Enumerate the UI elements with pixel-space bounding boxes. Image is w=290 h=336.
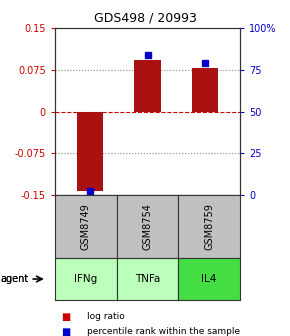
Text: IFNg: IFNg xyxy=(74,274,97,284)
Bar xyxy=(77,112,103,191)
Text: ■: ■ xyxy=(61,327,70,336)
Text: percentile rank within the sample: percentile rank within the sample xyxy=(87,327,240,336)
Bar xyxy=(192,68,218,112)
Text: GSM8749: GSM8749 xyxy=(81,203,91,250)
Text: GSM8759: GSM8759 xyxy=(204,203,214,250)
Text: agent: agent xyxy=(0,274,28,284)
Text: log ratio: log ratio xyxy=(87,312,125,321)
Text: TNFa: TNFa xyxy=(135,274,160,284)
Text: GSM8754: GSM8754 xyxy=(142,203,153,250)
Text: ■: ■ xyxy=(61,312,70,322)
Text: GDS498 / 20993: GDS498 / 20993 xyxy=(94,12,196,25)
Text: agent: agent xyxy=(0,274,28,284)
Bar xyxy=(135,60,160,112)
Text: IL4: IL4 xyxy=(202,274,217,284)
